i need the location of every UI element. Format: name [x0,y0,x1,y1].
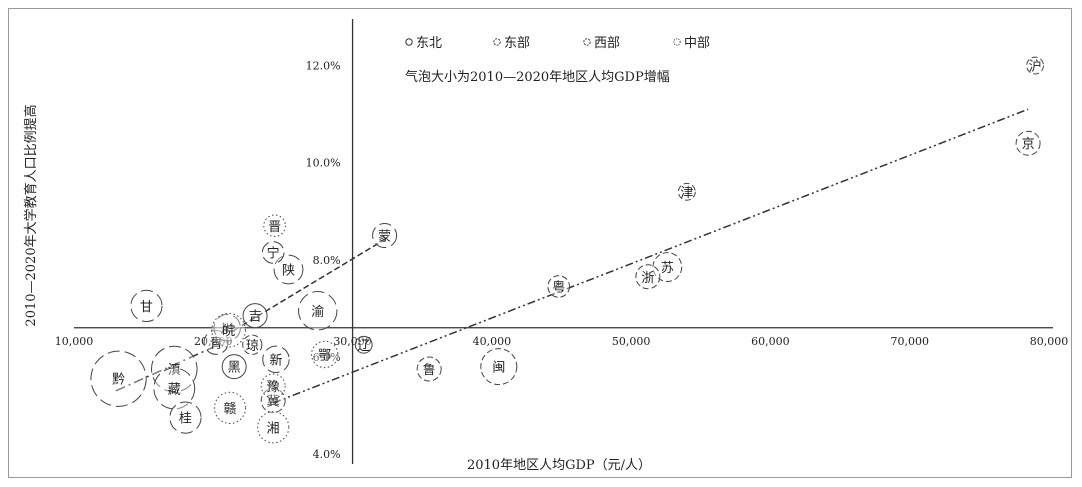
bubble [242,334,263,355]
bubble-label: 苏 [661,260,674,276]
bubble [635,264,661,290]
bubble [211,312,246,348]
legend-marker [493,38,501,46]
bubble [90,350,147,407]
legend-entry: 中部 [684,36,710,51]
bubble [262,345,290,374]
y-tick-label: 6.0% [313,351,341,364]
bubble-label: 沪 [1029,59,1042,75]
bubble [677,182,696,201]
y-axis-title: 2010—2020年大学教育人口比例提高 [23,104,39,326]
bubble [130,289,163,323]
bubble-label: 赣 [223,402,236,417]
bubble [221,354,247,380]
bubble-label: 闽 [492,361,505,376]
x-tick-label: 30,000 [333,335,372,348]
bubble-label: 黑 [228,361,241,376]
legend-entry: 东北 [416,36,442,51]
bubble-label: 青 [210,336,223,351]
y-tick-label: 8.0% [313,254,341,267]
x-tick-label: 10,000 [55,335,94,348]
bubble-label: 陕 [282,263,295,278]
bubble [260,388,286,414]
bubble-label: 吉 [249,310,262,325]
bubble-label: 皖 [222,324,235,339]
x-axis-title: 2010年地区人均GDP（元/人） [467,458,651,473]
bubble-label: 琼 [246,339,259,354]
y-tick-label: 12.0% [306,60,341,73]
y-tick-label: 4.0% [313,448,341,461]
bubble [203,329,229,355]
trendline [115,346,214,392]
bubble [416,356,442,382]
y-tick-label: 10.0% [306,157,341,170]
bubble-label: 桂 [179,412,192,427]
bubble [547,275,571,298]
bubble-label: 藏 [168,382,181,397]
bubble [213,391,247,424]
trendline [272,108,1029,404]
bubble [354,335,373,354]
bubble [213,314,241,342]
bubble [298,291,338,331]
bubble-label: 川 [221,322,234,337]
legend-entry: 西部 [594,36,620,51]
bubble-label: 粤 [552,279,565,295]
trendline [233,237,388,331]
chart-frame: 10,000 20,000 30,000 40,000 50,000 60,000 70,0… [8,8,1072,478]
x-tick-label: 50,000 [612,335,651,348]
bubble [257,411,290,444]
x-tick-label: 60,000 [751,335,790,348]
bubble-label: 鄂 [318,348,331,363]
bubble [169,401,202,434]
bubble-label: 滇 [168,363,181,378]
bubble [1015,130,1041,156]
bubble [273,254,304,285]
bubble-label: 津 [680,186,693,201]
bubble [652,252,683,282]
bubble-label: 京 [1022,137,1035,152]
bubble-label: 晋 [268,220,281,235]
legend-marker [583,38,591,46]
x-tick-label: 80,000 [1030,335,1069,348]
x-tick-label: 20,000 [194,335,233,348]
bubble [153,367,196,410]
bubble-label: 新 [269,352,282,368]
bubble [311,340,339,369]
x-tick-label: 70,000 [890,335,929,348]
bubble-label: 宁 [267,245,280,261]
bubble-label: 湘 [267,421,280,436]
bubble [263,214,286,238]
bubble-label: 蒙 [378,230,391,245]
bubble-chart: 10,000 20,000 30,000 40,000 50,000 60,000 70,0… [23,19,1069,473]
legend-marker [405,38,413,46]
bubble [480,348,518,386]
x-tick-label: 40,000 [473,335,512,348]
bubble-label: 甘 [140,300,153,315]
bubble-label: 豫 [267,380,280,395]
bubble-label: 渝 [311,304,324,320]
bubble [1026,56,1044,75]
bubble [242,303,268,329]
bubble-label: 冀 [267,394,280,410]
bubble-label: 浙 [641,271,654,286]
bubble [372,223,398,248]
chart-annotation: 气泡大小为2010—2020年地区人均GDP增幅 [405,69,670,85]
bubble [260,373,286,399]
bubble [150,345,198,393]
legend-marker [673,38,681,46]
bubble-label: 辽 [357,339,370,354]
bubble [261,241,285,264]
bubble-label: 黔 [112,373,125,388]
bubble-label: 鲁 [423,363,436,378]
legend-entry: 东部 [504,36,530,51]
